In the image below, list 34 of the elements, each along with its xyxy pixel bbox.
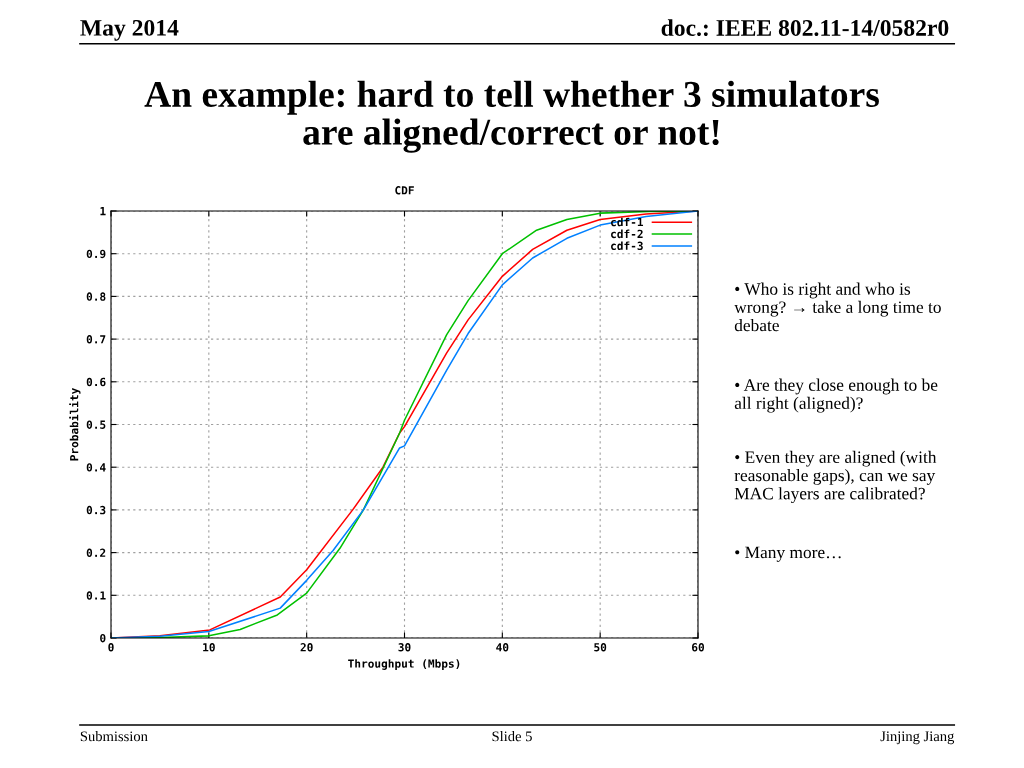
text: Jinjing Jiang — [880, 731, 955, 745]
y-tick-label: 0.4 — [86, 463, 106, 472]
x-tick-label: 40 — [496, 643, 509, 652]
y-tick-label: 0 — [100, 633, 106, 643]
x-tick-label: 0 — [108, 643, 114, 652]
y-tick-label: 0.1 — [86, 591, 106, 600]
legend-label: cdf-2 — [611, 229, 643, 239]
chart-title: An example: hard to tell whether 3 simulators are aligned/correct or not! — [144, 80, 879, 153]
text: Submission — [80, 730, 148, 742]
text: doc.: IEEE 802.11-14/0582r0 — [661, 19, 949, 37]
x-tick-label: 20 — [300, 643, 313, 652]
chart-subtitle: CDF — [395, 186, 414, 195]
y-tick-label: 1 — [100, 207, 106, 216]
y-tick-label: 0.2 — [86, 548, 106, 557]
text: Slide 5 — [492, 730, 532, 742]
x-tick-label: 60 — [692, 643, 705, 652]
y-tick-label: 0.3 — [86, 505, 106, 515]
legend-label: cdf-1 — [611, 217, 644, 227]
x-axis-title: Throughput (Mbps) — [348, 659, 460, 670]
x-tick-label: 10 — [203, 643, 215, 652]
text: • Are they close enough to be all right (aligned)? — [734, 378, 938, 413]
text: May 2014 — [80, 19, 179, 41]
legend-label: cdf-3 — [611, 241, 643, 250]
y-tick-label: 0.6 — [86, 377, 106, 387]
text: • Many more… — [735, 546, 841, 562]
x-tick-label: 30 — [398, 643, 411, 652]
y-axis-title: Probability — [69, 388, 81, 461]
text: • Who is right and who is wrong? → take a long time to debate — [734, 282, 941, 332]
y-tick-label: 0.7 — [86, 335, 106, 344]
text: • Even they are aligned (with reasonable gaps), can we say MAC layers are calibrated? — [734, 450, 937, 504]
y-tick-label: 0.9 — [86, 249, 106, 259]
y-tick-label: 0.5 — [86, 420, 106, 429]
y-tick-label: 0.8 — [86, 292, 106, 301]
x-tick-label: 50 — [594, 643, 607, 652]
